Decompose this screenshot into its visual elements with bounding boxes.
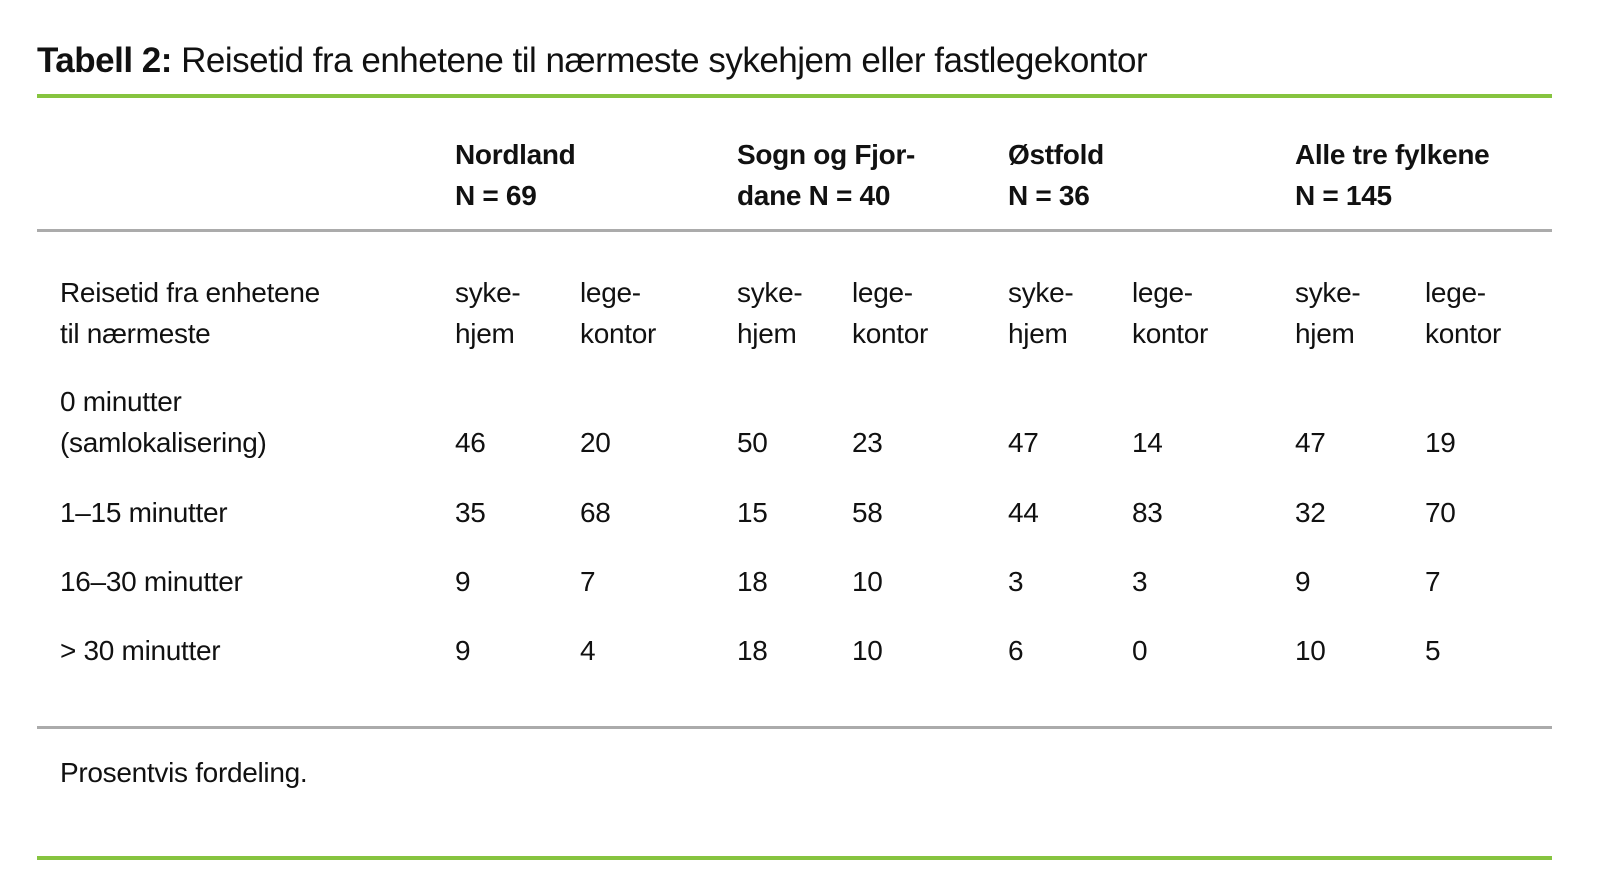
table-row: 16–30 minutter 9 7 18 10 3 3 9 7 [37, 561, 1552, 602]
table-cell: 83 [1132, 497, 1163, 528]
table-row: 0 minutter (samlokalisering) 46 20 50 23… [37, 381, 1552, 463]
subcol-sykehjem: syke- hjem [737, 272, 852, 354]
table-cell: 4 [580, 635, 596, 666]
footer-gray-rule [37, 726, 1552, 729]
table-row: 1–15 minutter 35 68 15 58 44 83 32 70 [37, 492, 1552, 533]
group-header-nordland: Nordland N = 69 [455, 134, 737, 216]
table-cell: 10 [1295, 635, 1326, 666]
row-label: 1–15 minutter [60, 497, 228, 528]
group-header-ostfold: Østfold N = 36 [1008, 134, 1295, 216]
top-green-rule [37, 94, 1552, 98]
subheader-row: Reisetid fra enhetene til nærmeste syke-… [37, 272, 1552, 354]
row-label-line1: 0 minutter [60, 386, 182, 417]
group-header-alle-tre-fylkene: Alle tre fylkene N = 145 [1295, 134, 1552, 216]
subcol-sykehjem: syke- hjem [1008, 272, 1132, 354]
table-cell: 5 [1425, 635, 1441, 666]
table-cell: 18 [737, 566, 768, 597]
group-header-n: N = 69 [455, 180, 537, 211]
subcol-line: hjem [1295, 318, 1355, 349]
group-header-n: dane N = 40 [737, 180, 891, 211]
table-cell: 9 [1295, 566, 1311, 597]
table-cell: 10 [852, 566, 883, 597]
table-cell: 50 [737, 427, 768, 458]
table-cell: 15 [737, 497, 768, 528]
group-header-row: Nordland N = 69 Sogn og Fjor- dane N = 4… [37, 134, 1552, 216]
row-label-line2: (samlokalisering) [60, 427, 267, 458]
header-gray-rule [37, 229, 1552, 232]
row-label: 0 minutter (samlokalisering) [37, 381, 455, 463]
group-header-line: Sogn og Fjor- [737, 139, 916, 170]
table-footnote: Prosentvis fordeling. [60, 757, 308, 788]
subcol-line: hjem [455, 318, 515, 349]
table-cell: 35 [455, 497, 486, 528]
table-cell: 32 [1295, 497, 1326, 528]
table-cell: 9 [455, 566, 471, 597]
table-cell: 3 [1008, 566, 1024, 597]
table-cell: 58 [852, 497, 883, 528]
table-title-text: Reisetid fra enhetene til nærmeste sykeh… [171, 41, 1148, 80]
subcol-line: kontor [580, 318, 657, 349]
group-header-line: Nordland [455, 139, 576, 170]
table-cell: 47 [1295, 427, 1326, 458]
group-header-line: Østfold [1008, 139, 1104, 170]
group-header-n: N = 145 [1295, 180, 1392, 211]
subcol-legekontor: lege- kontor [1425, 272, 1552, 354]
bottom-green-rule [37, 856, 1552, 860]
subcol-line: kontor [1425, 318, 1502, 349]
table-cell: 19 [1425, 427, 1456, 458]
table-cell: 46 [455, 427, 486, 458]
subcol-legekontor: lege- kontor [580, 272, 737, 354]
subcol-sykehjem: syke- hjem [1295, 272, 1425, 354]
table-cell: 7 [580, 566, 596, 597]
table-cell: 68 [580, 497, 611, 528]
table-cell: 23 [852, 427, 883, 458]
subcol-line: kontor [1132, 318, 1209, 349]
table-cell: 3 [1132, 566, 1148, 597]
subcol-line: lege- [1132, 277, 1193, 308]
row-header-line2: til nærmeste [60, 318, 211, 349]
subcol-line: syke- [737, 277, 803, 308]
table-cell: 6 [1008, 635, 1024, 666]
group-header-line: Alle tre fylkene [1295, 139, 1490, 170]
table-cell: 10 [852, 635, 883, 666]
table-cell: 18 [737, 635, 768, 666]
subcol-line: syke- [1295, 277, 1361, 308]
table-cell: 47 [1008, 427, 1039, 458]
row-header-line1: Reisetid fra enhetene [60, 277, 320, 308]
table-row: > 30 minutter 9 4 18 10 6 0 10 5 [37, 630, 1552, 671]
group-header-sogn-og-fjordane: Sogn og Fjor- dane N = 40 [737, 134, 1008, 216]
subcol-legekontor: lege- kontor [1132, 272, 1295, 354]
table-cell: 14 [1132, 427, 1163, 458]
table-cell: 7 [1425, 566, 1441, 597]
subcol-sykehjem: syke- hjem [455, 272, 580, 354]
subcol-line: lege- [1425, 277, 1486, 308]
table-title: Tabell 2: Reisetid fra enhetene til nærm… [37, 40, 1552, 82]
table-cell: 70 [1425, 497, 1456, 528]
subcol-legekontor: lege- kontor [852, 272, 1008, 354]
table-cell: 20 [580, 427, 611, 458]
table-cell: 0 [1132, 635, 1148, 666]
subcol-line: syke- [1008, 277, 1074, 308]
subcol-line: lege- [580, 277, 641, 308]
group-header-n: N = 36 [1008, 180, 1090, 211]
table-cell: 44 [1008, 497, 1039, 528]
row-header: Reisetid fra enhetene til nærmeste [37, 272, 455, 354]
subcol-line: lege- [852, 277, 913, 308]
subcol-line: syke- [455, 277, 521, 308]
row-label: > 30 minutter [60, 635, 221, 666]
table-cell: 9 [455, 635, 471, 666]
subcol-line: hjem [737, 318, 797, 349]
subcol-line: kontor [852, 318, 929, 349]
row-label: 16–30 minutter [60, 566, 243, 597]
table-title-label: Tabell 2: [37, 41, 172, 80]
subcol-line: hjem [1008, 318, 1068, 349]
